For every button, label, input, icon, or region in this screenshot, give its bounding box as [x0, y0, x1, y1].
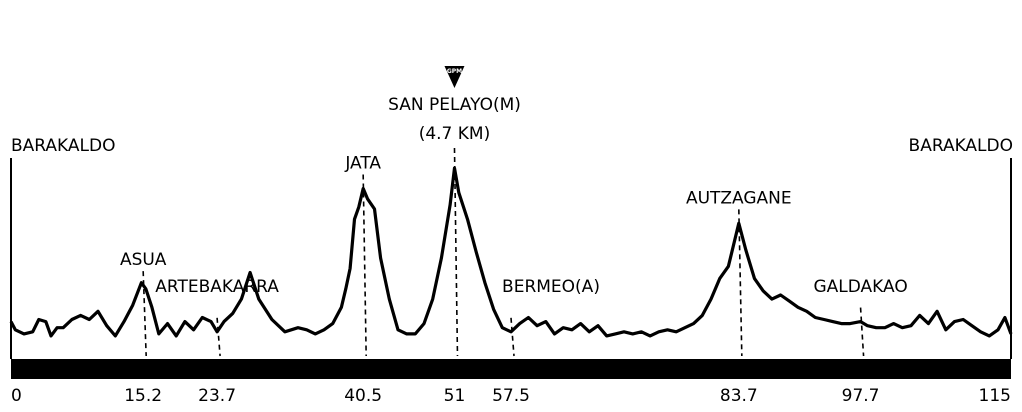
- place-label-6: AUTZAGANE: [686, 188, 792, 208]
- km-label-1: 15.2: [124, 386, 162, 406]
- elevation-line: [9, 166, 1013, 338]
- guide-line-2: [216, 317, 221, 357]
- guide-line-4: [453, 147, 459, 357]
- place-label-2: ARTEBAKARRA: [155, 277, 279, 297]
- km-label-4: 51: [444, 386, 466, 406]
- place-label-4: SAN PELAYO(M): [388, 95, 521, 115]
- place-guide-lines: [142, 147, 865, 357]
- gpm-badge-text: GPM: [447, 68, 462, 75]
- gpm-marker: GPM: [444, 66, 465, 88]
- km-tick-labels: 0 15.2 23.7 40.5 51 57.5 83.7 97.7 115: [11, 386, 1011, 406]
- place-label-7: GALDAKAO: [813, 277, 907, 297]
- guide-line-3: [362, 174, 367, 357]
- guide-line-5: [510, 317, 515, 357]
- km-label-2: 23.7: [198, 386, 236, 406]
- km-label-3: 40.5: [344, 386, 382, 406]
- gpm-icon: [444, 66, 465, 88]
- km-label-8: 115: [979, 386, 1011, 406]
- place-label-5: BERMEO(A): [502, 277, 600, 297]
- km-label-6: 83.7: [720, 386, 758, 406]
- km-label-0: 0: [11, 386, 22, 406]
- place-labels: BARAKALDO ASUA ARTEBAKARRA JATA SAN PELAYO(M…: [11, 95, 1013, 297]
- guide-line-7: [859, 307, 865, 357]
- place-sublabel-4: (4.7 KM): [419, 124, 491, 144]
- place-label-finish: BARAKALDO: [909, 136, 1013, 156]
- place-label-start: BARAKALDO: [11, 136, 115, 156]
- distance-bar: [11, 359, 1011, 379]
- km-label-7: 97.7: [842, 386, 880, 406]
- place-label-3: JATA: [344, 154, 381, 174]
- start-finish-edges: [10, 158, 1012, 359]
- km-label-5: 57.5: [492, 386, 530, 406]
- place-label-1: ASUA: [120, 250, 167, 270]
- guide-line-6: [738, 209, 743, 357]
